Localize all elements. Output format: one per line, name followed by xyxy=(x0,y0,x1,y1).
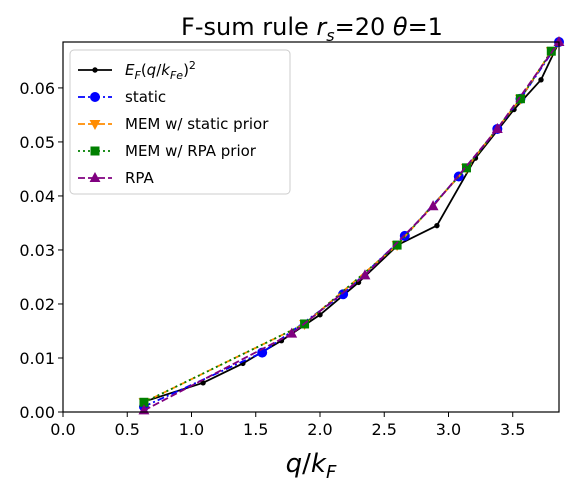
data-point xyxy=(538,77,544,83)
y-tick-label: 0.04 xyxy=(19,187,55,206)
y-axis: 0.00 0.01 0.02 0.03 0.04 0.05 0.06 xyxy=(19,79,63,422)
x-axis-label: q/kF xyxy=(286,449,337,483)
x-tick-label: 3.0 xyxy=(436,420,461,439)
legend-item: MEM w/ static prior xyxy=(78,115,269,133)
legend-label: EF(q/kFe)2 xyxy=(125,59,196,82)
plot-area xyxy=(138,35,565,415)
series-line xyxy=(143,41,560,408)
y-tick-label: 0.00 xyxy=(19,403,55,422)
legend-marker xyxy=(90,146,100,156)
legend-label: static xyxy=(125,88,166,106)
data-point xyxy=(359,269,371,280)
data-point xyxy=(434,222,440,229)
x-tick-label: 0.5 xyxy=(115,420,140,439)
data-point xyxy=(491,122,503,133)
x-tick-label: 1.0 xyxy=(179,420,204,439)
series-line xyxy=(143,50,553,404)
y-tick-label: 0.06 xyxy=(19,79,55,98)
legend-marker xyxy=(90,92,100,102)
x-tick-label: 3.5 xyxy=(500,420,525,439)
y-tick-label: 0.03 xyxy=(19,241,55,260)
data-point xyxy=(392,240,402,250)
legend-item: EF(q/kFe)2 xyxy=(78,59,196,82)
legend-box xyxy=(69,49,291,195)
legend-item: RPA xyxy=(78,169,155,187)
legend: EF(q/kFe)2 static MEM w/ static prior MEM w… xyxy=(69,49,291,195)
legend-marker xyxy=(89,171,101,182)
legend-label: MEM w/ static prior xyxy=(125,115,269,133)
legend-item: static xyxy=(78,88,166,106)
data-point xyxy=(461,163,471,173)
data-point xyxy=(546,46,556,56)
x-tick-label: 2.5 xyxy=(372,420,397,439)
data-point xyxy=(515,94,525,104)
y-tick-label: 0.01 xyxy=(19,349,55,368)
y-tick-label: 0.05 xyxy=(19,133,55,152)
x-tick-label: 0.0 xyxy=(50,420,75,439)
series-line xyxy=(143,41,560,412)
legend-marker xyxy=(92,67,98,73)
x-axis: 0.0 0.5 1.0 1.5 2.0 2.5 3.0 3.5 xyxy=(50,412,525,439)
data-point xyxy=(286,327,298,338)
legend-marker xyxy=(89,120,101,131)
plot-frame xyxy=(62,41,560,413)
y-tick-label: 0.02 xyxy=(19,295,55,314)
legend-item: MEM w/ RPA prior xyxy=(78,142,257,160)
data-point xyxy=(427,200,439,211)
x-tick-label: 2.0 xyxy=(307,420,332,439)
legend-label: MEM w/ RPA prior xyxy=(125,142,257,160)
series-line xyxy=(143,41,560,403)
legend-label: RPA xyxy=(125,169,155,187)
data-point xyxy=(317,312,323,318)
x-tick-label: 1.5 xyxy=(243,420,268,439)
chart-title: F-sum rule rs=20 θ=1 xyxy=(181,13,443,45)
